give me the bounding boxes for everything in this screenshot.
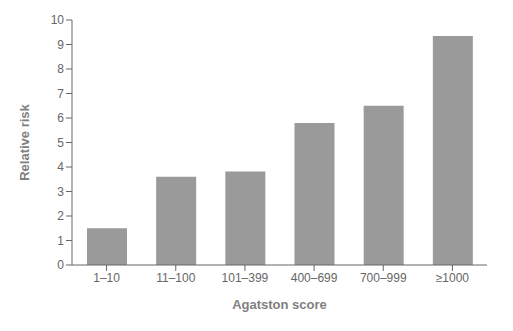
svg-text:11–100: 11–100 — [156, 271, 195, 285]
svg-text:2: 2 — [57, 209, 64, 223]
svg-text:1: 1 — [57, 234, 64, 248]
svg-text:3: 3 — [57, 185, 64, 199]
svg-text:1–10: 1–10 — [93, 271, 120, 285]
svg-text:4: 4 — [57, 160, 64, 174]
svg-text:8: 8 — [57, 62, 64, 76]
svg-text:10: 10 — [51, 13, 65, 27]
svg-text:5: 5 — [57, 136, 64, 150]
svg-text:9: 9 — [57, 38, 64, 52]
svg-text:400–699: 400–699 — [291, 271, 338, 285]
svg-text:0: 0 — [57, 258, 64, 272]
svg-text:Agatston score: Agatston score — [232, 297, 327, 312]
svg-text:Relative risk: Relative risk — [17, 103, 32, 180]
svg-text:7: 7 — [57, 87, 64, 101]
svg-text:6: 6 — [57, 111, 64, 125]
svg-text:≥1000: ≥1000 — [436, 271, 470, 285]
svg-text:101–399: 101–399 — [222, 271, 269, 285]
svg-text:700–999: 700–999 — [360, 271, 407, 285]
